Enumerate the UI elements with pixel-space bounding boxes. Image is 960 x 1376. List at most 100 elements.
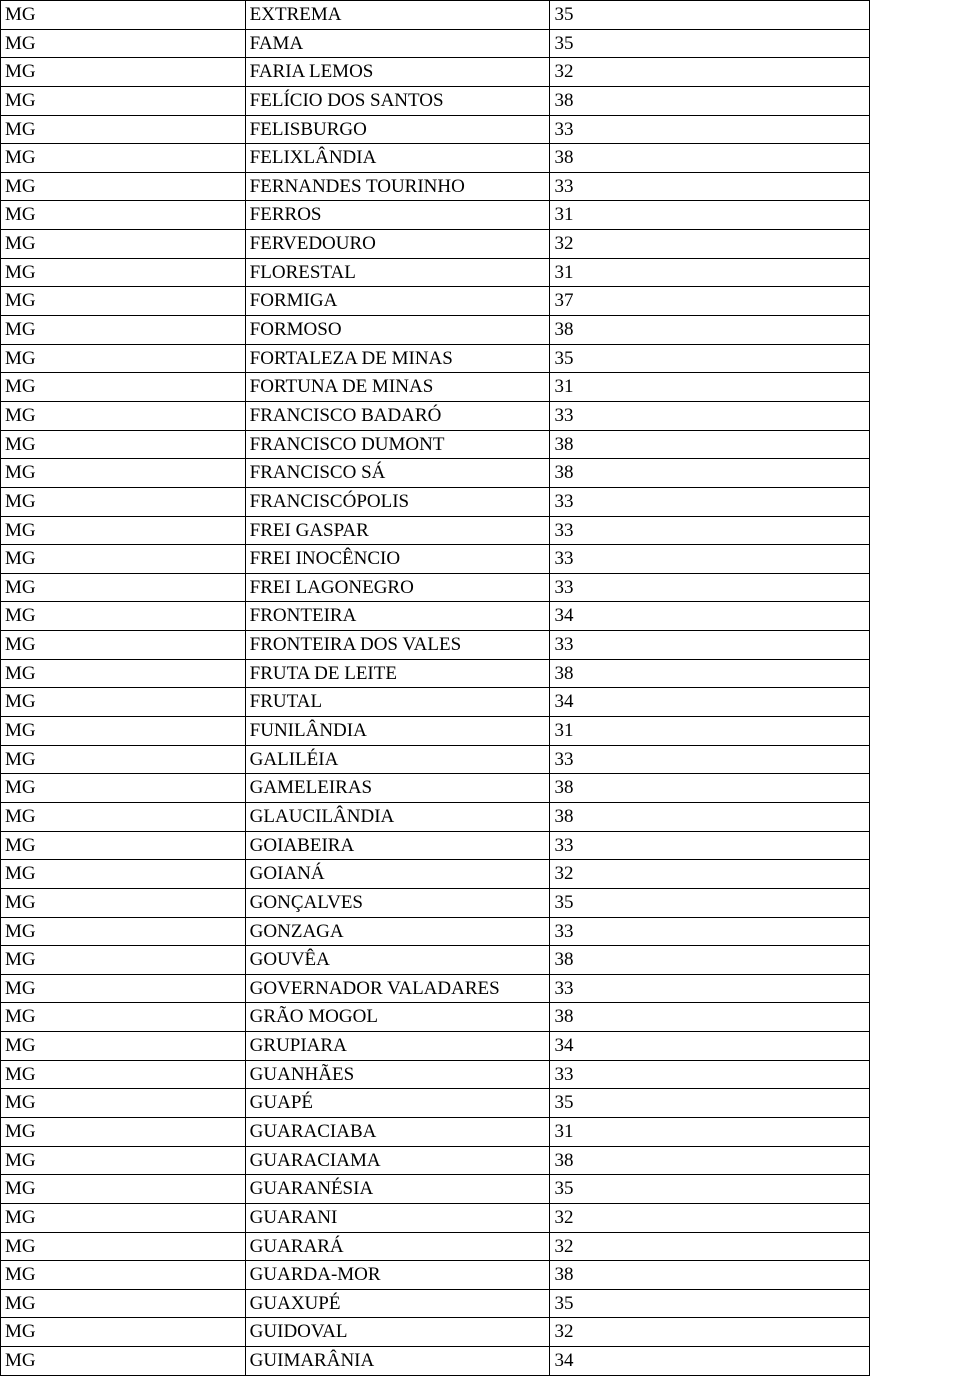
table-cell: MG <box>1 1146 246 1175</box>
table-cell: FELIXLÂNDIA <box>245 144 550 173</box>
table-cell: FRANCISCO BADARÓ <box>245 401 550 430</box>
table-cell: MG <box>1 86 246 115</box>
table-cell: FORMOSO <box>245 316 550 345</box>
table-cell: FREI GASPAR <box>245 516 550 545</box>
table-row: MGGALILÉIA33 <box>1 745 870 774</box>
table-row: MGFRANCISCO DUMONT38 <box>1 430 870 459</box>
table-cell: 38 <box>550 946 870 975</box>
table-cell: 38 <box>550 144 870 173</box>
table-row: MGFRONTEIRA DOS VALES33 <box>1 631 870 660</box>
table-cell: GUAXUPÉ <box>245 1289 550 1318</box>
table-row: MGFREI LAGONEGRO33 <box>1 573 870 602</box>
table-cell: MG <box>1 745 246 774</box>
table-cell: GUARDA-MOR <box>245 1261 550 1290</box>
table-cell: MG <box>1 774 246 803</box>
table-cell: FERROS <box>245 201 550 230</box>
table-row: MGFELIXLÂNDIA38 <box>1 144 870 173</box>
table-cell: 35 <box>550 1089 870 1118</box>
table-row: MGFELISBURGO33 <box>1 115 870 144</box>
table-cell: 38 <box>550 774 870 803</box>
table-cell: GONÇALVES <box>245 888 550 917</box>
table-cell: MG <box>1 459 246 488</box>
table-cell: 38 <box>550 459 870 488</box>
table-cell: 38 <box>550 430 870 459</box>
table-cell: 38 <box>550 659 870 688</box>
table-cell: 31 <box>550 373 870 402</box>
table-cell: MG <box>1 1318 246 1347</box>
table-cell: MG <box>1 1289 246 1318</box>
table-cell: MG <box>1 344 246 373</box>
table-cell: GAMELEIRAS <box>245 774 550 803</box>
table-cell: MG <box>1 1003 246 1032</box>
table-cell: MG <box>1 144 246 173</box>
table-cell: 38 <box>550 1261 870 1290</box>
table-cell: FRONTEIRA <box>245 602 550 631</box>
table-cell: GUARANI <box>245 1203 550 1232</box>
table-cell: 35 <box>550 344 870 373</box>
table-cell: GOVERNADOR VALADARES <box>245 974 550 1003</box>
table-row: MGFERROS31 <box>1 201 870 230</box>
table-cell: 34 <box>550 1032 870 1061</box>
page: MGEXTREMA35MGFAMA35MGFARIA LEMOS32MGFELÍ… <box>0 0 960 1376</box>
table-row: MGFRUTA DE LEITE38 <box>1 659 870 688</box>
table-cell: 38 <box>550 86 870 115</box>
table-row: MGGLAUCILÂNDIA38 <box>1 802 870 831</box>
table-cell: MG <box>1 1347 246 1376</box>
table-cell: 33 <box>550 1060 870 1089</box>
table-cell: FORTALEZA DE MINAS <box>245 344 550 373</box>
table-cell: GALILÉIA <box>245 745 550 774</box>
table-cell: MG <box>1 401 246 430</box>
table-cell: 33 <box>550 917 870 946</box>
table-row: MGGUARDA-MOR38 <box>1 1261 870 1290</box>
table-cell: MG <box>1 1203 246 1232</box>
table-cell: GUARACIAMA <box>245 1146 550 1175</box>
table-cell: FARIA LEMOS <box>245 58 550 87</box>
table-row: MGGOIABEIRA33 <box>1 831 870 860</box>
table-cell: MG <box>1 688 246 717</box>
table-cell: MG <box>1 1060 246 1089</box>
table-cell: MG <box>1 316 246 345</box>
table-cell: 33 <box>550 974 870 1003</box>
table-cell: MG <box>1 1032 246 1061</box>
table-body: MGEXTREMA35MGFAMA35MGFARIA LEMOS32MGFELÍ… <box>1 1 870 1376</box>
table-cell: EXTREMA <box>245 1 550 30</box>
table-cell: MG <box>1 717 246 746</box>
table-cell: FRUTA DE LEITE <box>245 659 550 688</box>
table-cell: MG <box>1 1117 246 1146</box>
table-row: MGGRÃO MOGOL38 <box>1 1003 870 1032</box>
table-cell: MG <box>1 974 246 1003</box>
table-cell: MG <box>1 573 246 602</box>
table-cell: FLORESTAL <box>245 258 550 287</box>
table-row: MGGONZAGA33 <box>1 917 870 946</box>
table-row: MGFORMOSO38 <box>1 316 870 345</box>
table-cell: MG <box>1 1 246 30</box>
table-cell: 33 <box>550 545 870 574</box>
table-cell: MG <box>1 946 246 975</box>
table-cell: 34 <box>550 1347 870 1376</box>
table-cell: MG <box>1 115 246 144</box>
table-row: MGFUNILÂNDIA31 <box>1 717 870 746</box>
table-cell: MG <box>1 1089 246 1118</box>
table-cell: MG <box>1 1232 246 1261</box>
table-row: MGGUANHÃES33 <box>1 1060 870 1089</box>
table-cell: GUARARÁ <box>245 1232 550 1261</box>
table-cell: MG <box>1 201 246 230</box>
table-cell: 33 <box>550 745 870 774</box>
table-cell: MG <box>1 1175 246 1204</box>
table-cell: 33 <box>550 573 870 602</box>
table-row: MGGOVERNADOR VALADARES33 <box>1 974 870 1003</box>
table-cell: MG <box>1 258 246 287</box>
table-row: MGGUARANÉSIA35 <box>1 1175 870 1204</box>
table-cell: 38 <box>550 316 870 345</box>
table-cell: FORTUNA DE MINAS <box>245 373 550 402</box>
table-row: MGFORTUNA DE MINAS31 <box>1 373 870 402</box>
table-cell: MG <box>1 602 246 631</box>
table-cell: 32 <box>550 860 870 889</box>
table-cell: FREI LAGONEGRO <box>245 573 550 602</box>
table-cell: 32 <box>550 1318 870 1347</box>
table-row: MGGUIMARÂNIA34 <box>1 1347 870 1376</box>
table-cell: GOIANÁ <box>245 860 550 889</box>
table-cell: 38 <box>550 802 870 831</box>
table-cell: FERNANDES TOURINHO <box>245 172 550 201</box>
table-cell: 33 <box>550 831 870 860</box>
